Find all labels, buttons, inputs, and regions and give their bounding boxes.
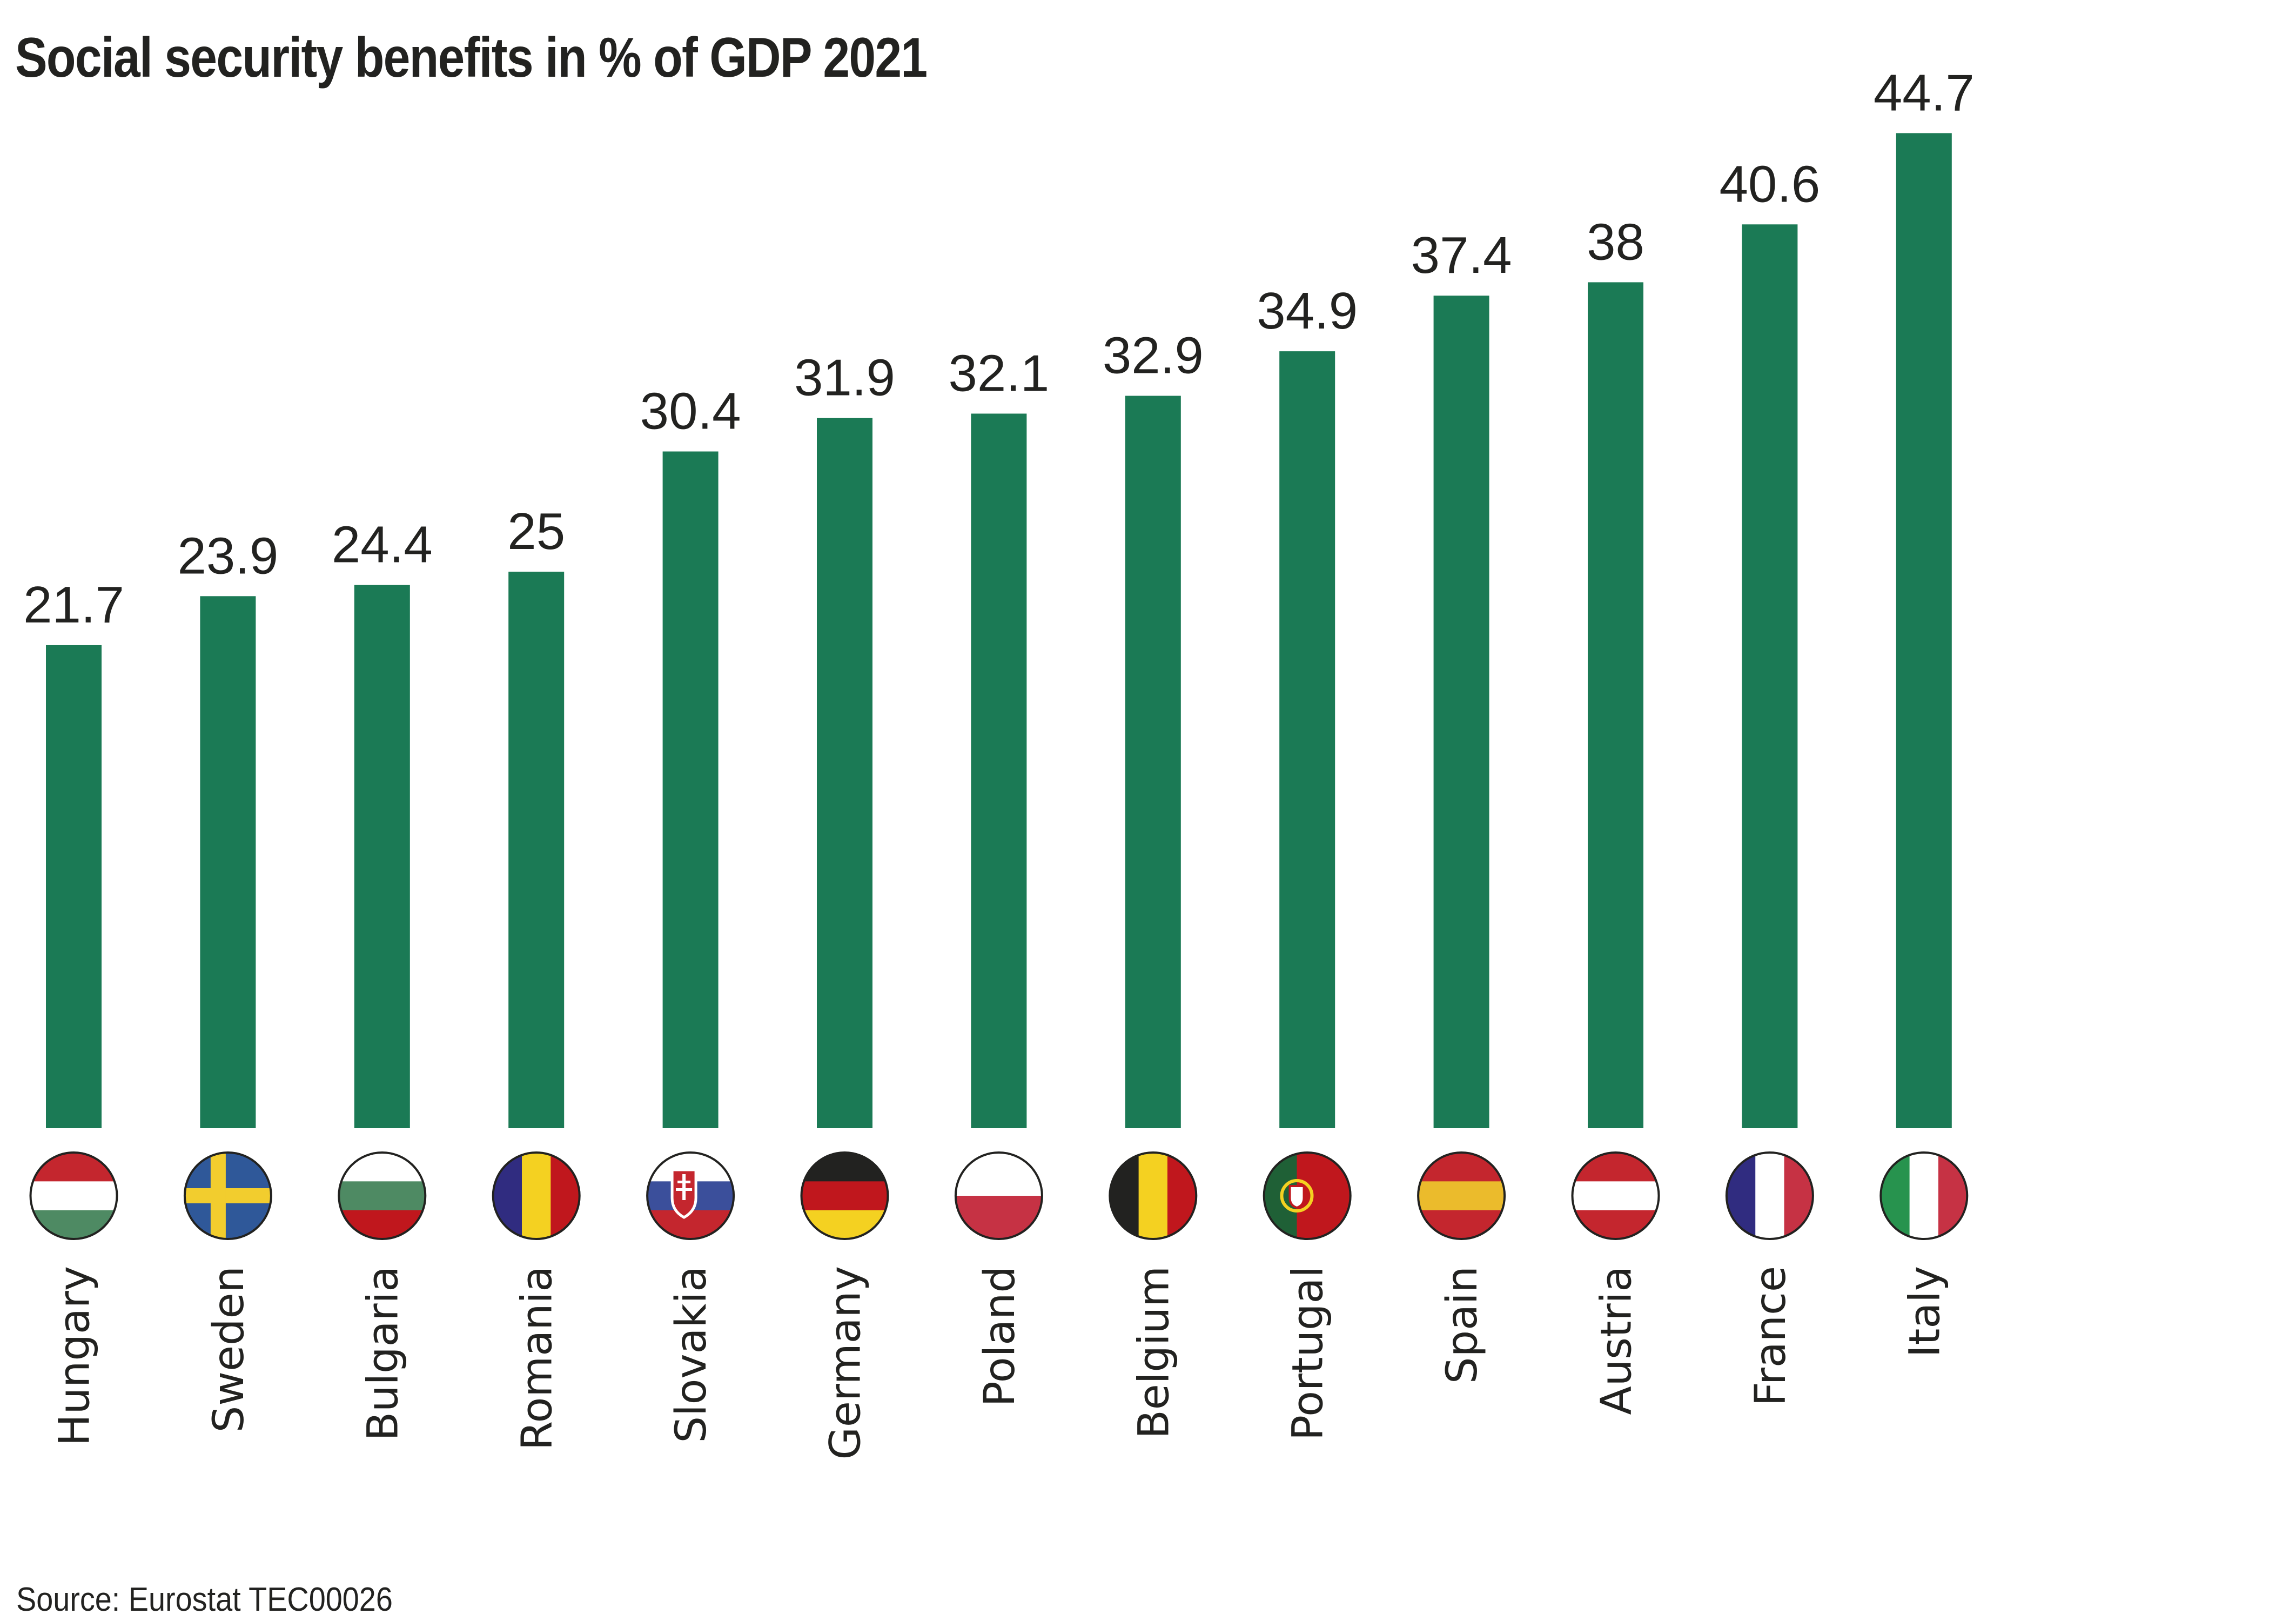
value-label-belgium: 32.9: [1103, 327, 1204, 385]
category-label-bulgaria: Bulgaria: [359, 1266, 407, 1441]
source-note: Source: Eurostat TEC00026: [16, 1581, 393, 1618]
category-label-france: France: [1747, 1266, 1795, 1406]
portugal-flag-icon: [1264, 1153, 1351, 1239]
value-label-france: 40.6: [1719, 155, 1820, 213]
sweden-flag-icon: [184, 1153, 271, 1239]
category-label-spain: Spain: [1438, 1266, 1487, 1384]
category-label-slovakia: Slovakia: [667, 1266, 716, 1443]
value-labels-group: 21.7 23.9 24.4 25 30.4 31.9 32.1 32.9 34.9 37.4 38…: [23, 64, 1975, 634]
category-label-austria: Austria: [1593, 1266, 1641, 1415]
bar-poland: [971, 413, 1027, 1128]
category-label-romania: Romania: [513, 1266, 562, 1450]
category-label-portugal: Portugal: [1284, 1266, 1333, 1441]
portugal-emblem-icon: [1280, 1179, 1314, 1213]
value-label-slovakia: 30.4: [640, 383, 741, 440]
bar-sweden: [200, 596, 256, 1128]
category-label-belgium: Belgium: [1130, 1266, 1178, 1439]
value-label-portugal: 34.9: [1257, 282, 1358, 340]
chart-title: Social security benefits in % of GDP 202…: [15, 26, 928, 89]
value-label-germany: 31.9: [794, 349, 895, 407]
bars-group: [46, 133, 1952, 1129]
category-label-hungary: Hungary: [51, 1266, 99, 1446]
bar-slovakia: [662, 451, 719, 1128]
category-label-germany: Germany: [822, 1266, 870, 1460]
bar-italy: [1896, 133, 1952, 1129]
bar-bulgaria: [354, 585, 410, 1128]
bar-france: [1742, 224, 1798, 1128]
value-label-bulgaria: 24.4: [332, 516, 433, 574]
value-label-poland: 32.1: [948, 344, 1049, 402]
category-label-italy: Italy: [1901, 1266, 1949, 1357]
flags-group: [29, 1151, 1969, 1240]
value-label-spain: 37.4: [1411, 226, 1512, 284]
bar-germany: [817, 418, 872, 1128]
bar-belgium: [1125, 396, 1181, 1128]
category-label-sweden: Sweden: [205, 1266, 253, 1432]
category-label-poland: Poland: [976, 1266, 1024, 1406]
bar-hungary: [46, 645, 102, 1128]
bar-spain: [1433, 296, 1489, 1128]
value-label-romania: 25: [507, 503, 565, 560]
bar-romania: [508, 572, 565, 1128]
value-label-austria: 38: [1587, 213, 1644, 271]
bar-austria: [1588, 282, 1643, 1128]
value-label-hungary: 21.7: [23, 576, 124, 634]
category-labels-group: Hungary Sweden Bulgaria Romania Slovakia Germ…: [51, 1266, 1950, 1460]
value-label-sweden: 23.9: [177, 527, 278, 585]
bar-portugal: [1279, 351, 1335, 1128]
value-label-italy: 44.7: [1874, 64, 1975, 122]
hungary-flag-icon: [30, 1153, 117, 1239]
